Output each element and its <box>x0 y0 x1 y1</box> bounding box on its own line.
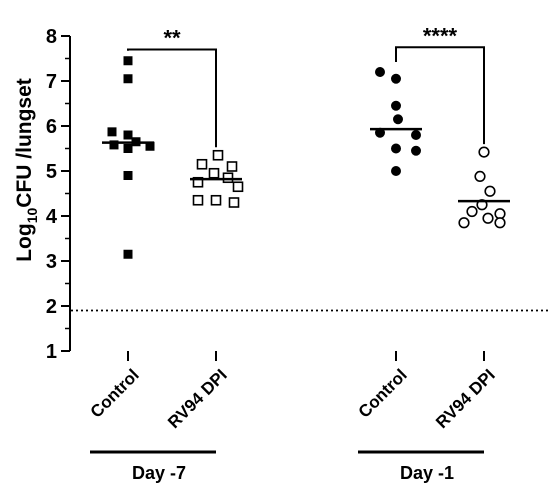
data-point <box>458 217 470 229</box>
data-point <box>391 166 401 176</box>
y-tick-label: 8 <box>46 26 57 48</box>
data-point <box>196 158 208 170</box>
y-axis-label-prefix: Log <box>13 223 36 261</box>
y-tick-label: 5 <box>46 161 57 183</box>
data-point <box>482 212 494 224</box>
data-point <box>484 185 496 197</box>
data-point <box>226 161 238 172</box>
data-point <box>123 74 133 84</box>
y-axis-label-subscript: 10 <box>24 208 40 224</box>
significance-bracket <box>395 46 485 145</box>
data-point <box>210 194 222 206</box>
data-point <box>478 146 490 158</box>
y-tick-label: 1 <box>46 341 57 363</box>
y-tick-label: 4 <box>46 206 58 228</box>
data-point <box>391 100 401 111</box>
data-point <box>391 73 401 84</box>
significance-label: ** <box>163 26 181 51</box>
data-point <box>474 170 486 182</box>
data-point <box>107 127 117 137</box>
data-point <box>123 56 133 66</box>
data-point <box>123 171 133 180</box>
data-point <box>145 141 155 151</box>
data-point <box>228 197 240 208</box>
y-axis-label: Log10CFU /lungset <box>13 78 40 262</box>
data-point <box>123 130 133 140</box>
category-label: Control <box>355 365 411 421</box>
data-point <box>222 172 234 184</box>
category-label: RV94 DPI <box>164 365 231 432</box>
data-point <box>375 67 385 77</box>
data-point <box>411 145 421 156</box>
group-label: Day -7 <box>132 463 186 483</box>
data-point <box>212 149 224 161</box>
data-point <box>123 249 133 259</box>
data-point <box>192 194 204 206</box>
significance-label: **** <box>423 23 458 48</box>
data-point <box>123 144 133 153</box>
y-tick-label: 7 <box>46 71 57 93</box>
y-tick-label: 6 <box>46 116 57 138</box>
group-label: Day -1 <box>400 463 454 483</box>
data-point <box>109 140 119 150</box>
significance-bracket <box>127 48 217 148</box>
data-point <box>391 143 401 154</box>
y-axis-label-suffix: CFU /lungset <box>13 78 36 208</box>
data-point <box>466 205 478 218</box>
data-point <box>232 181 244 193</box>
y-tick-label: 3 <box>46 251 57 273</box>
data-point <box>192 176 204 188</box>
data-point <box>393 114 403 125</box>
category-label: Control <box>87 365 143 421</box>
category-label: RV94 DPI <box>432 365 499 432</box>
data-point <box>494 208 506 220</box>
data-point <box>208 167 220 179</box>
data-point <box>494 217 506 229</box>
data-point <box>411 130 421 140</box>
y-tick-label: 2 <box>46 296 57 318</box>
